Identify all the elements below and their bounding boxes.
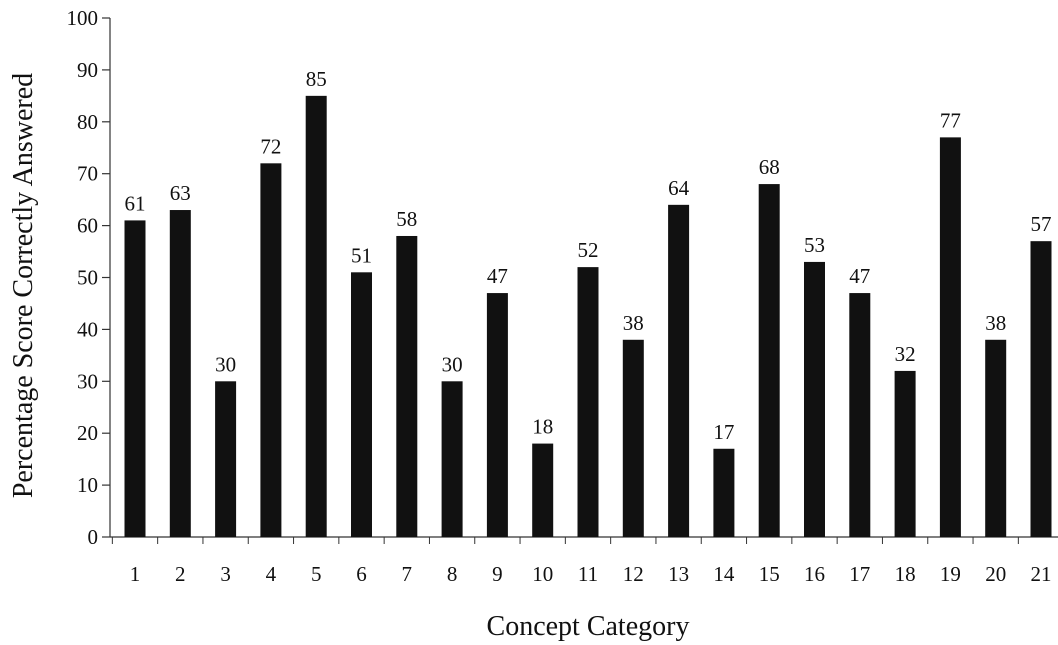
data-labels: 61 63 30 72 85 51 58 30 47 18 52 38 64 17 68 53 47 32 77 38… (125, 67, 1052, 444)
x-tick-label: 6 (356, 562, 367, 586)
data-label-12: 38 (623, 311, 644, 335)
bar-12 (622, 339, 644, 537)
x-tick-label: 4 (266, 562, 277, 586)
x-tick-label: 2 (175, 562, 186, 586)
x-tick-label: 7 (402, 562, 413, 586)
data-label-10: 18 (532, 415, 553, 439)
data-label-15: 68 (759, 155, 780, 179)
data-label-17: 47 (849, 264, 870, 288)
bar-14 (713, 448, 735, 537)
data-label-6: 51 (351, 243, 372, 267)
x-tick-label: 1 (130, 562, 141, 586)
y-axis: 0 10 20 30 40 50 60 70 80 90 100 (67, 6, 111, 549)
x-axis-title: Concept Category (487, 611, 690, 642)
x-tick-label: 19 (940, 562, 961, 586)
y-tick-label: 90 (77, 58, 98, 82)
bar-5 (305, 95, 327, 537)
bar-8 (441, 381, 463, 537)
y-tick-label: 80 (77, 110, 98, 134)
x-tick-label: 18 (895, 562, 916, 586)
data-label-13: 64 (668, 176, 690, 200)
x-axis: 1 2 3 4 5 6 7 8 9 10 11 12 13 14 15 16 17 18 19 20 21 (110, 536, 1058, 586)
x-tick-label: 9 (492, 562, 503, 586)
x-tick-label: 13 (668, 562, 689, 586)
data-label-8: 30 (442, 352, 463, 376)
bar-19 (939, 137, 961, 537)
data-label-18: 32 (895, 342, 916, 366)
data-label-9: 47 (487, 264, 508, 288)
x-tick-label: 11 (578, 562, 598, 586)
data-label-1: 61 (125, 191, 146, 215)
bar-16 (804, 261, 825, 537)
y-tick-label: 60 (77, 214, 98, 238)
x-tick-label: 15 (759, 562, 780, 586)
y-tick-label: 70 (77, 162, 98, 186)
data-label-16: 53 (804, 233, 825, 257)
bar-1 (124, 220, 146, 537)
bar-7 (396, 235, 418, 538)
bar-4 (260, 163, 282, 537)
bar-20 (985, 339, 1007, 537)
x-tick-label: 14 (713, 562, 735, 586)
bar-17 (849, 293, 871, 537)
x-tick-label: 16 (804, 562, 825, 586)
bars (124, 95, 1052, 538)
bar-9 (486, 293, 508, 537)
y-tick-label: 40 (77, 317, 98, 341)
bar-2 (169, 210, 191, 537)
bar-11 (577, 267, 599, 537)
x-tick-label: 17 (849, 562, 870, 586)
y-tick-label: 0 (88, 525, 99, 549)
data-label-3: 30 (215, 352, 236, 376)
data-label-7: 58 (396, 207, 417, 231)
data-label-2: 63 (170, 181, 191, 205)
x-tick-label: 10 (532, 562, 553, 586)
x-tick-label: 20 (985, 562, 1006, 586)
y-tick-label: 10 (77, 473, 98, 497)
x-tick-label: 5 (311, 562, 322, 586)
data-label-21: 57 (1031, 212, 1052, 236)
data-label-5: 85 (306, 67, 327, 91)
x-tick-label: 21 (1031, 562, 1052, 586)
bar-3 (215, 381, 237, 537)
bar-15 (758, 184, 780, 537)
y-tick-label: 20 (77, 421, 98, 445)
bar-6 (351, 272, 372, 537)
x-tick-label: 12 (623, 562, 644, 586)
bar-13 (668, 204, 690, 537)
y-axis-title: Percentage Score Correctly Answered (8, 73, 39, 498)
bar-21 (1030, 241, 1052, 538)
x-tick-label: 8 (447, 562, 458, 586)
bar-10 (532, 443, 554, 537)
data-label-14: 17 (713, 420, 734, 444)
y-tick-label: 30 (77, 369, 98, 393)
data-label-20: 38 (985, 311, 1006, 335)
y-tick-label: 50 (77, 266, 98, 290)
data-label-11: 52 (578, 238, 599, 262)
y-tick-label: 100 (67, 6, 99, 30)
data-label-4: 72 (260, 134, 281, 158)
data-label-19: 77 (940, 108, 961, 132)
x-tick-label: 3 (220, 562, 231, 586)
bar-18 (894, 370, 916, 537)
